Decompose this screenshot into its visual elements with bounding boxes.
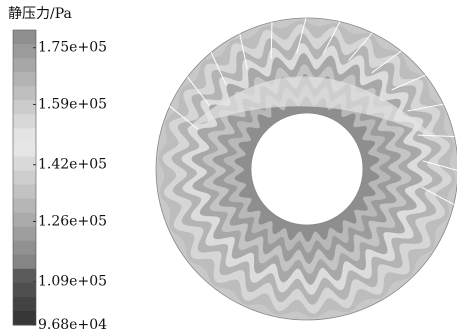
chart: 静压力/Pa 1.75e+051.59e+051.42e+051.26e+051…: [0, 0, 457, 336]
colorbar-band: [13, 213, 36, 228]
colorbar-band: [13, 128, 36, 143]
colorbar-band: [13, 114, 36, 129]
colorbar-band: [13, 199, 36, 214]
colorbar-band: [13, 241, 36, 256]
colorbar-title: 静压力/Pa: [8, 6, 72, 22]
tick-label: 1.59e+05: [38, 96, 107, 112]
colorbar-band: [13, 58, 36, 73]
colorbar-band: [13, 297, 36, 312]
tick-label: 1.26e+05: [38, 213, 107, 229]
colorbar-band: [13, 227, 36, 242]
colorbar-band: [13, 269, 36, 284]
tick-label: 9.68e+04: [38, 317, 107, 333]
colorbar-band: [13, 100, 36, 115]
colorbar-band: [13, 44, 36, 59]
disk-hole: [251, 113, 363, 225]
contour-field: [156, 18, 457, 320]
tick-label: 1.42e+05: [38, 157, 107, 173]
colorbar-band: [13, 311, 36, 326]
colorbar-band: [13, 170, 36, 185]
colorbar-band: [13, 283, 36, 298]
colorbar: 1.75e+05 1.59e+05 1.42e+05 1.26e+05 1.09e+05…: [13, 30, 107, 333]
colorbar-band: [13, 72, 36, 87]
colorbar-band: [13, 255, 36, 270]
colorbar-band: [13, 86, 36, 101]
colorbar-band: [13, 142, 36, 157]
tick-label: 1.75e+05: [38, 40, 107, 56]
tick-label: 1.09e+05: [38, 274, 107, 290]
colorbar-band: [13, 30, 36, 45]
colorbar-band: [13, 156, 36, 171]
colorbar-band: [13, 185, 36, 200]
